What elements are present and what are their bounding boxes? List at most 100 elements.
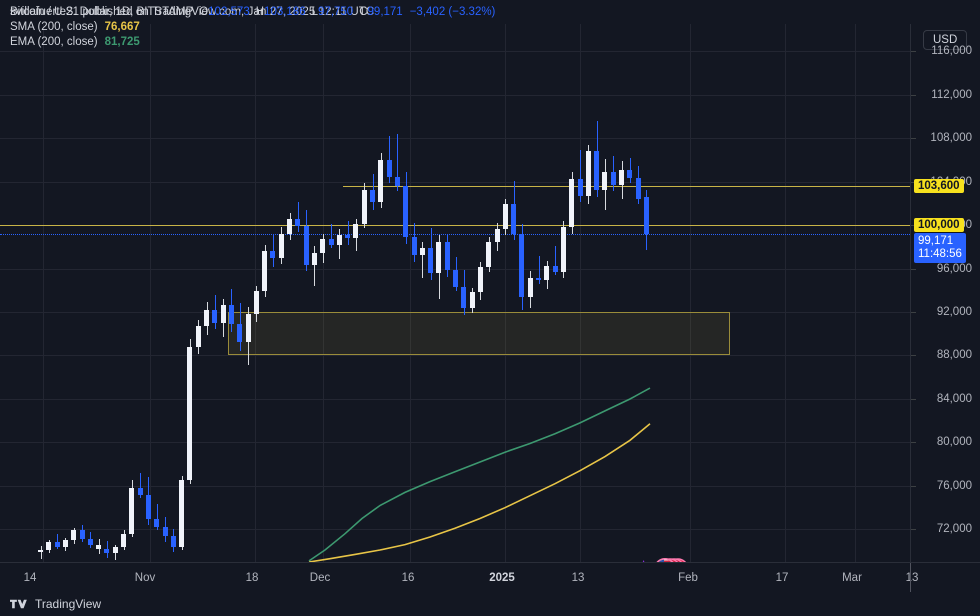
- candle-body: [138, 488, 143, 495]
- candle-body: [204, 309, 209, 327]
- candle-body: [345, 234, 350, 239]
- grid-line-horizontal: [0, 399, 910, 400]
- candle-body: [113, 546, 118, 554]
- moving-average-lines: [308, 387, 651, 562]
- candle-body: [38, 550, 43, 553]
- time-tick-label: Nov: [134, 572, 156, 584]
- grid-line-vertical: [43, 24, 44, 562]
- price-badge-resistance[interactable]: 103,600: [914, 178, 964, 193]
- close-value: 99,171: [367, 6, 403, 18]
- ema-value: 81,725: [104, 36, 140, 48]
- candle-wick: [422, 242, 423, 279]
- candle-body: [428, 247, 433, 273]
- candle-body: [121, 533, 126, 547]
- psych-line-100000[interactable]: [0, 225, 910, 226]
- candle-body: [287, 218, 292, 234]
- candle-body: [320, 239, 325, 254]
- candle-body: [362, 190, 367, 224]
- price-badge-current[interactable]: 99,171 11:48:56: [914, 233, 966, 264]
- candle-body: [71, 530, 76, 541]
- grid-line-vertical: [855, 24, 856, 562]
- candle-wick: [298, 202, 299, 232]
- candle-body: [55, 542, 60, 547]
- candle-body: [495, 229, 500, 243]
- candle-body: [519, 233, 524, 297]
- time-tick-label: Feb: [678, 572, 698, 584]
- candle-body: [553, 266, 558, 272]
- candle-body: [279, 233, 284, 258]
- price-tick-mark: [911, 355, 916, 356]
- candle-body: [312, 253, 317, 266]
- grid-line-horizontal: [0, 269, 910, 270]
- open-value: 102,573: [208, 6, 250, 18]
- candle-wick: [580, 150, 581, 203]
- time-scale-divider: [910, 563, 911, 593]
- time-tick-label: 18: [245, 572, 259, 584]
- candle-body: [602, 171, 607, 191]
- candle-body: [63, 540, 68, 547]
- candle-body: [378, 159, 383, 203]
- grid-line-horizontal: [0, 529, 910, 530]
- resistance-line-103600[interactable]: [343, 186, 910, 187]
- time-tick-label: 13: [905, 572, 919, 584]
- time-tick-label: 17: [775, 572, 789, 584]
- candle-body: [104, 548, 109, 554]
- price-tick-label: 88,000: [936, 349, 972, 362]
- price-tick-mark: [911, 399, 916, 400]
- candle-body: [80, 530, 85, 540]
- candle-body: [129, 488, 134, 534]
- price-tick-mark: [911, 442, 916, 443]
- candle-body: [88, 539, 93, 545]
- publish-bar: svillafuerte21 published on TradingView.…: [0, 0, 980, 24]
- candle-body: [237, 323, 242, 343]
- chart-plot-area[interactable]: [0, 24, 910, 562]
- legend-ema-row[interactable]: EMA (200, close) 81,725: [10, 36, 495, 51]
- tradingview-logo: TradingView: [10, 597, 101, 611]
- grid-line-vertical: [580, 24, 581, 562]
- candle-body: [46, 542, 51, 551]
- price-tick-mark: [911, 95, 916, 96]
- candle-body: [270, 251, 275, 258]
- close-label: C: [359, 6, 368, 18]
- time-tick-label: 13: [571, 572, 585, 584]
- time-tick-label: 14: [23, 572, 37, 584]
- candle-wick: [348, 220, 349, 245]
- open-label: O: [199, 6, 209, 18]
- price-tick-label: 96,000: [936, 262, 972, 275]
- price-badge-psych[interactable]: 100,000: [914, 218, 964, 233]
- candle-body: [370, 190, 375, 203]
- time-tick-label: 16: [401, 572, 415, 584]
- time-scale[interactable]: 14 Nov 18 Dec 16 2025 13 Feb 17 Mar 13: [0, 562, 980, 593]
- legend-sma-row[interactable]: SMA (200, close) 76,667: [10, 21, 495, 36]
- grid-line-vertical: [410, 24, 411, 562]
- candle-body: [329, 239, 334, 245]
- demand-zone-rect[interactable]: [228, 312, 730, 356]
- candle-body: [586, 151, 591, 196]
- candle-body: [528, 278, 533, 297]
- legend-symbol-row[interactable]: Bitcoin / U.S. Dollar, 1D, BITSTAMP O 102…: [10, 6, 495, 21]
- ma-line: [308, 387, 651, 562]
- symbol-title: Bitcoin / U.S. Dollar, 1D, BITSTAMP: [10, 6, 194, 18]
- candle-body: [478, 267, 483, 293]
- price-tick-mark: [911, 529, 916, 530]
- candle-body: [536, 278, 541, 281]
- usa-flag-sticker[interactable]: [634, 554, 690, 562]
- price-scale[interactable]: USD 116,000112,000108,000104,000100,0009…: [910, 24, 980, 562]
- candle-body: [503, 204, 508, 230]
- candle-body: [246, 314, 251, 343]
- currency-pill[interactable]: USD: [923, 30, 968, 50]
- badge-countdown-text: 11:48:56: [918, 248, 962, 261]
- time-tick-label: Dec: [309, 572, 331, 584]
- candle-wick: [331, 223, 332, 248]
- time-tick-label: 2025: [489, 572, 515, 584]
- candle-body: [154, 518, 159, 528]
- candle-body: [569, 179, 574, 228]
- grid-line-horizontal: [0, 51, 910, 52]
- candle-body: [461, 287, 466, 308]
- price-change: −3,402 (−3.32%): [409, 6, 496, 18]
- candle-body: [627, 169, 632, 179]
- ema-name: EMA (200, close): [10, 36, 98, 48]
- candle-body: [187, 346, 192, 481]
- publish-text: svillafuerte21 published on TradingView.…: [10, 6, 375, 18]
- candle-body: [262, 251, 267, 292]
